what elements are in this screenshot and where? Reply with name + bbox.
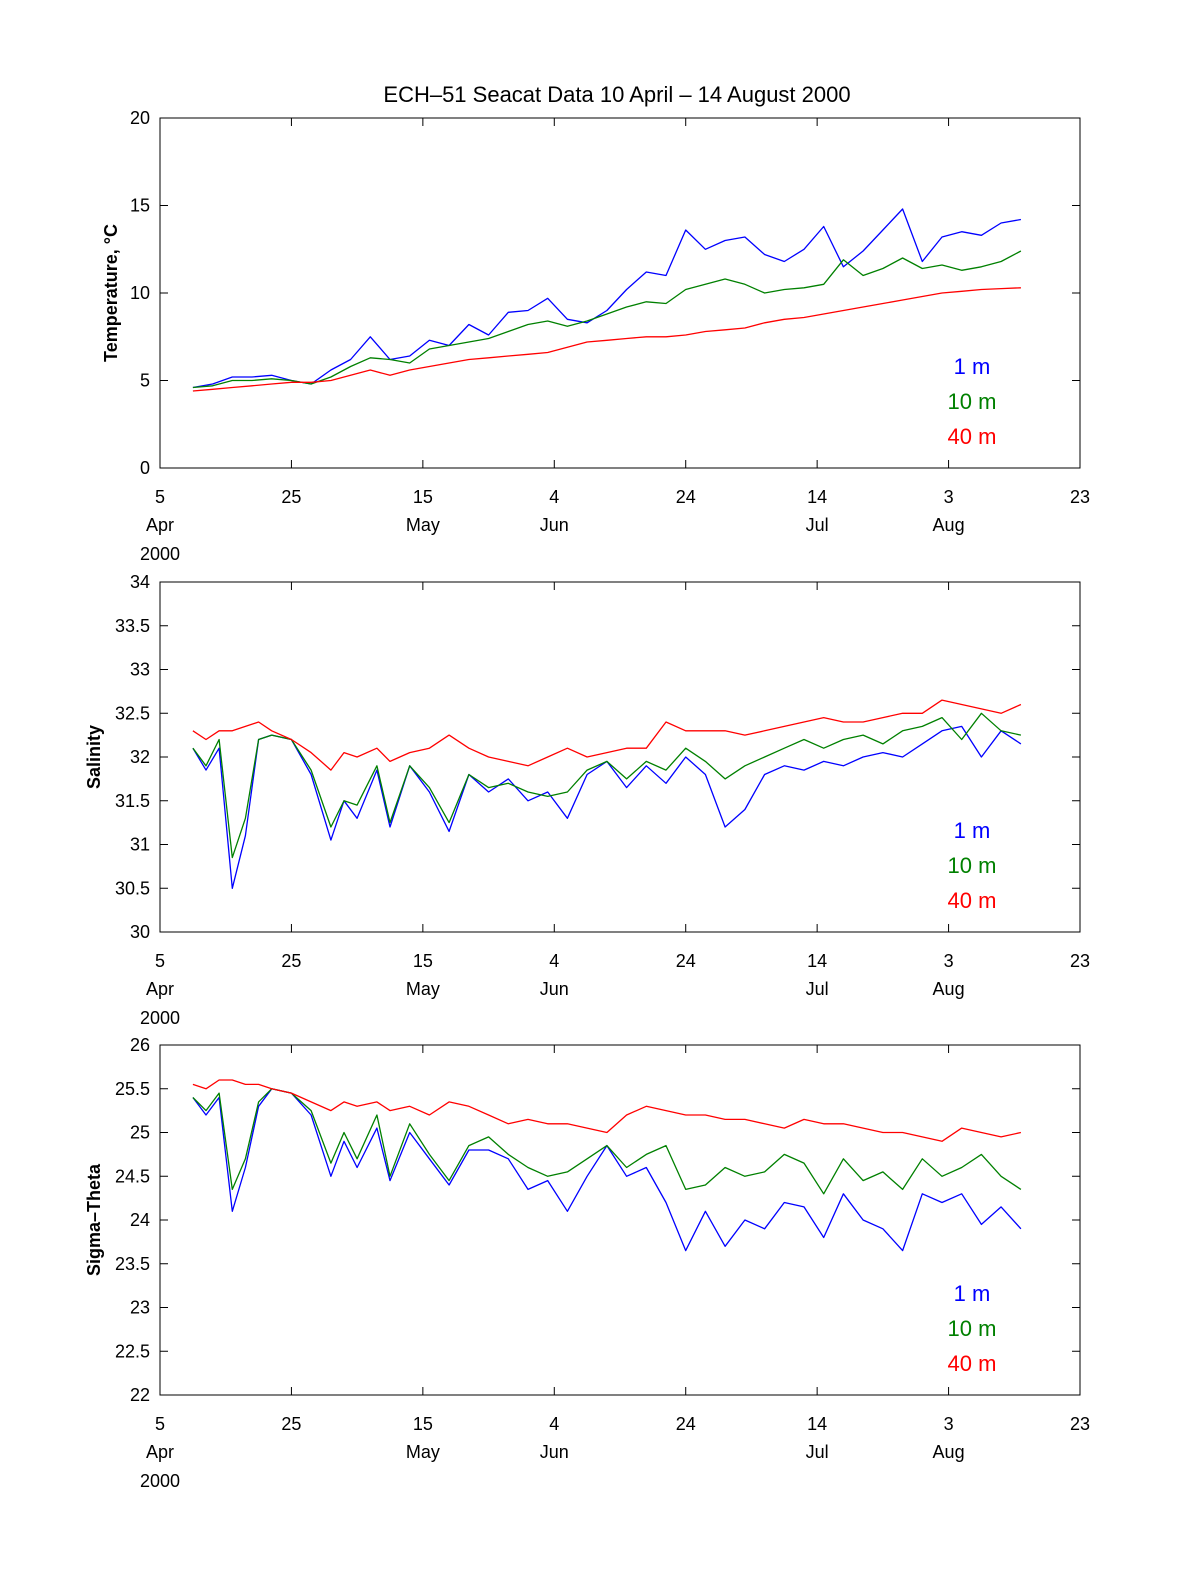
y-tick-label: 26 — [130, 1035, 150, 1055]
x-tick-label-day: 4 — [549, 1414, 559, 1434]
x-tick-label-day: 24 — [676, 487, 696, 507]
x-tick-label-year: 2000 — [140, 544, 180, 564]
legend-entry-1m: 1 m — [954, 354, 991, 379]
series-line-10m — [192, 712, 1022, 859]
y-tick-label: 31 — [130, 835, 150, 855]
series-line-1m — [192, 725, 1022, 889]
y-axis-label: Temperature, °C — [101, 224, 121, 362]
y-tick-label: 23 — [130, 1298, 150, 1318]
x-tick-label-year: 2000 — [140, 1471, 180, 1491]
y-tick-label: 23.5 — [115, 1254, 150, 1274]
x-tick-label-day: 24 — [676, 1414, 696, 1434]
y-tick-label: 25 — [130, 1123, 150, 1143]
x-tick-label-day: 23 — [1070, 487, 1090, 507]
x-tick-label-day: 5 — [155, 951, 165, 971]
x-tick-label-day: 5 — [155, 1414, 165, 1434]
x-tick-label-month: May — [406, 515, 440, 535]
x-tick-label-day: 25 — [281, 1414, 301, 1434]
series-line-40m — [192, 699, 1022, 771]
x-tick-label-month: Apr — [146, 979, 174, 999]
series-line-10m — [192, 250, 1022, 389]
x-tick-label-month: Aug — [933, 1442, 965, 1462]
y-tick-label: 32.5 — [115, 703, 150, 723]
x-tick-label-month: Jun — [540, 979, 569, 999]
x-tick-label-month: Jun — [540, 515, 569, 535]
x-tick-label-day: 4 — [549, 487, 559, 507]
x-tick-label-month: Apr — [146, 1442, 174, 1462]
x-tick-label-day: 15 — [413, 951, 433, 971]
y-tick-label: 33 — [130, 660, 150, 680]
x-tick-label-day: 14 — [807, 1414, 827, 1434]
y-axis-label: Sigma–Theta — [84, 1163, 104, 1276]
y-tick-label: 20 — [130, 108, 150, 128]
x-tick-label-day: 5 — [155, 487, 165, 507]
x-tick-label-day: 15 — [413, 487, 433, 507]
figure-title: ECH–51 Seacat Data 10 April – 14 August … — [383, 82, 850, 107]
chart-panel-3: 22 22.5 23 23.5 24 24.5 25 25.5 26 5 Apr 2000 25 15 Ma… — [84, 1035, 1090, 1491]
x-tick-label-month: Jul — [806, 1442, 829, 1462]
legend-entry-1m: 1 m — [954, 818, 991, 843]
series-line-1m — [192, 208, 1022, 389]
y-tick-label: 5 — [140, 371, 150, 391]
y-axis-label: Salinity — [84, 725, 104, 789]
x-tick-label-month: Apr — [146, 515, 174, 535]
y-tick-label: 31.5 — [115, 791, 150, 811]
x-tick-label-day: 3 — [944, 1414, 954, 1434]
x-tick-label-month: Aug — [933, 515, 965, 535]
y-tick-label: 30.5 — [115, 878, 150, 898]
x-tick-label-day: 24 — [676, 951, 696, 971]
x-tick-label-year: 2000 — [140, 1008, 180, 1028]
y-tick-label: 22.5 — [115, 1341, 150, 1361]
series-line-10m — [192, 1088, 1022, 1195]
y-tick-label: 15 — [130, 196, 150, 216]
y-tick-label: 32 — [130, 747, 150, 767]
series-line-40m — [192, 287, 1021, 392]
x-tick-label-month: Jun — [540, 1442, 569, 1462]
x-tick-label-day: 23 — [1070, 1414, 1090, 1434]
y-tick-label: 30 — [130, 922, 150, 942]
x-tick-label-month: Jul — [806, 979, 829, 999]
y-tick-label: 24 — [130, 1210, 150, 1230]
y-tick-label: 33.5 — [115, 616, 150, 636]
y-tick-label: 0 — [140, 458, 150, 478]
x-tick-label-day: 23 — [1070, 951, 1090, 971]
x-tick-label-month: May — [406, 1442, 440, 1462]
x-tick-label-month: Jul — [806, 515, 829, 535]
x-tick-label-day: 3 — [944, 487, 954, 507]
y-tick-label: 34 — [130, 572, 150, 592]
legend-entry-10m: 10 m — [948, 389, 997, 414]
x-tick-label-day: 14 — [807, 487, 827, 507]
legend-entry-40m: 40 m — [948, 1351, 997, 1376]
legend-entry-10m: 10 m — [948, 1316, 997, 1341]
x-tick-label-day: 15 — [413, 1414, 433, 1434]
legend-entry-1m: 1 m — [954, 1281, 991, 1306]
y-tick-label: 10 — [130, 283, 150, 303]
series-line-1m — [192, 1088, 1022, 1252]
legend-entry-40m: 40 m — [948, 888, 997, 913]
legend-entry-40m: 40 m — [948, 424, 997, 449]
x-tick-label-month: Aug — [933, 979, 965, 999]
y-tick-label: 22 — [130, 1385, 150, 1405]
x-tick-label-day: 25 — [281, 487, 301, 507]
x-tick-label-day: 3 — [944, 951, 954, 971]
x-tick-label-month: May — [406, 979, 440, 999]
y-tick-label: 24.5 — [115, 1166, 150, 1186]
axes-frame — [159, 1044, 1081, 1396]
legend-entry-10m: 10 m — [948, 853, 997, 878]
x-tick-label-day: 4 — [549, 951, 559, 971]
x-tick-label-day: 25 — [281, 951, 301, 971]
axes-frame — [159, 581, 1081, 933]
y-tick-label: 25.5 — [115, 1079, 150, 1099]
series-line-40m — [192, 1079, 1022, 1142]
x-tick-label-day: 14 — [807, 951, 827, 971]
